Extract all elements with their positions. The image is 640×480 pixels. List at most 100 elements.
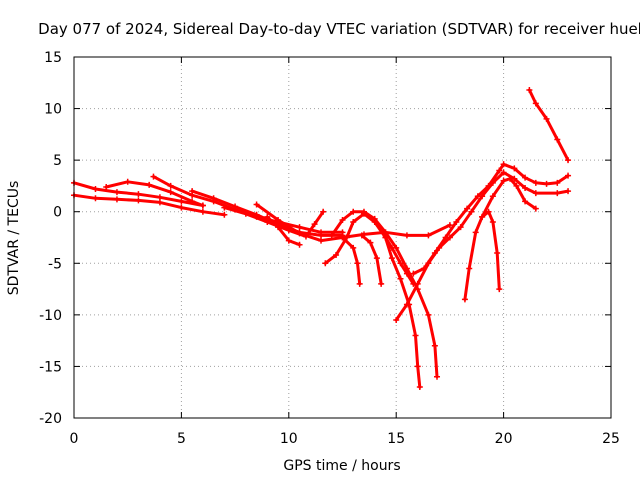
data-point <box>135 197 142 204</box>
data-point <box>453 219 460 226</box>
data-point <box>403 270 410 277</box>
data-point <box>156 199 163 206</box>
data-point <box>532 100 539 107</box>
grid <box>74 57 611 418</box>
data-point <box>522 184 529 191</box>
data-point <box>496 286 503 293</box>
data-point <box>232 203 239 210</box>
data-point <box>543 180 550 187</box>
data-point <box>135 191 142 198</box>
data-point <box>199 202 206 209</box>
data-point <box>565 157 572 164</box>
x-tick-label: 20 <box>495 431 513 447</box>
data-point <box>124 178 131 185</box>
data-point <box>113 196 120 203</box>
x-tick-labels: 0 5 10 15 20 25 <box>70 431 620 447</box>
data-point <box>322 260 329 267</box>
data-point <box>543 115 550 122</box>
data-point <box>412 332 419 339</box>
data-point <box>358 232 365 239</box>
data-point <box>354 260 361 267</box>
data-point <box>496 167 503 174</box>
y-tick-label: -10 <box>39 308 62 324</box>
data-point <box>311 221 318 228</box>
data-point <box>92 186 99 193</box>
data-point <box>554 190 561 197</box>
data-point <box>500 177 507 184</box>
data-point <box>393 317 400 324</box>
data-point <box>103 183 110 190</box>
data-point <box>150 173 157 180</box>
data-point <box>275 216 282 223</box>
chart-title: Day 077 of 2024, Sidereal Day-to-day VTE… <box>38 20 640 38</box>
data-point <box>371 215 378 222</box>
data-point <box>373 255 380 262</box>
series-arc-15 <box>411 162 570 276</box>
data-point <box>296 230 303 237</box>
series-arc-11 <box>341 236 362 286</box>
data-point <box>410 270 417 277</box>
data-point <box>494 249 501 256</box>
data-point <box>113 189 120 196</box>
data-point <box>242 210 249 217</box>
data-point <box>318 237 325 244</box>
data-point <box>565 172 572 179</box>
data-point <box>221 211 228 218</box>
data-point <box>318 232 325 239</box>
data-point <box>339 216 346 223</box>
data-point <box>511 165 518 172</box>
series-group <box>71 87 572 391</box>
data-point <box>146 181 153 188</box>
data-point <box>189 188 196 195</box>
data-point <box>333 252 340 259</box>
x-tick-label: 10 <box>280 431 298 447</box>
plot-frame <box>73 56 612 419</box>
series-arc-8 <box>265 215 301 247</box>
data-point <box>339 234 346 241</box>
data-point <box>425 311 432 318</box>
data-point <box>489 193 496 200</box>
y-axis-label: SDTVAR / TECUs <box>6 181 22 296</box>
data-point <box>431 342 438 349</box>
data-point <box>296 241 303 248</box>
data-point <box>500 161 507 168</box>
data-point <box>414 363 421 370</box>
data-point <box>350 208 357 215</box>
data-point <box>199 208 206 215</box>
data-point <box>382 234 389 241</box>
data-point <box>522 198 529 205</box>
data-point <box>522 174 529 181</box>
data-point <box>397 275 404 282</box>
data-point <box>554 136 561 143</box>
data-point <box>485 208 492 215</box>
data-point <box>285 237 292 244</box>
data-point <box>421 265 428 272</box>
data-point <box>474 193 481 200</box>
data-point <box>328 232 335 239</box>
x-tick-label: 0 <box>70 431 79 447</box>
data-point <box>178 204 185 211</box>
data-point <box>565 188 572 195</box>
data-point <box>403 301 410 308</box>
data-point <box>431 249 438 256</box>
data-point <box>253 201 260 208</box>
x-tick-label: 25 <box>602 431 620 447</box>
data-point <box>367 239 374 246</box>
data-point <box>403 232 410 239</box>
data-point <box>221 204 228 211</box>
data-point <box>156 194 163 201</box>
data-point <box>526 87 533 94</box>
data-point <box>378 280 385 287</box>
data-point <box>532 179 539 186</box>
data-point <box>382 229 389 236</box>
data-point <box>442 234 449 241</box>
y-tick-label: -15 <box>39 359 62 375</box>
data-point <box>167 189 174 196</box>
series-arc-2 <box>72 193 226 217</box>
data-point <box>457 224 464 231</box>
data-point <box>461 296 468 303</box>
y-tick-label: -20 <box>39 411 62 427</box>
data-point <box>264 213 271 220</box>
data-point <box>414 280 421 287</box>
